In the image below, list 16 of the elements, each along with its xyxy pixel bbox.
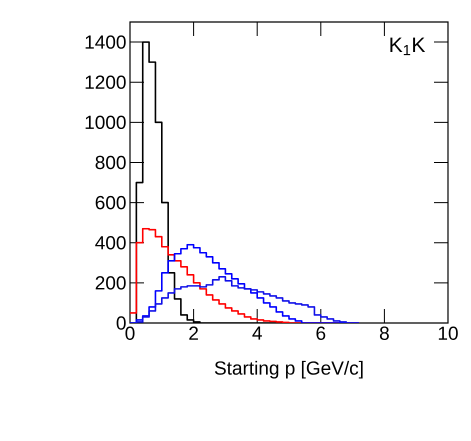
y-tick-label: 800 xyxy=(96,156,126,170)
x-axis-title: Starting p [GeV/c] xyxy=(214,360,363,379)
x-tick-label: 0 xyxy=(125,326,135,340)
x-tick-label: 6 xyxy=(316,326,326,340)
y-tick-label: 1000 xyxy=(86,116,126,130)
x-tick-label: 8 xyxy=(380,326,389,340)
y-tick-label: 0 xyxy=(116,316,126,330)
y-tick-label: 1400 xyxy=(86,35,126,49)
annotation: K$_{1}$K xyxy=(390,38,426,56)
x-tick-label: 10 xyxy=(438,326,458,340)
x-tick-label: 2 xyxy=(189,326,198,340)
y-tick-label: 1200 xyxy=(86,75,126,89)
x-tick-label: 4 xyxy=(252,326,262,340)
y-tick-label: 200 xyxy=(96,276,126,290)
y-tick-label: 400 xyxy=(95,236,126,250)
y-tick-label: 600 xyxy=(96,196,126,210)
